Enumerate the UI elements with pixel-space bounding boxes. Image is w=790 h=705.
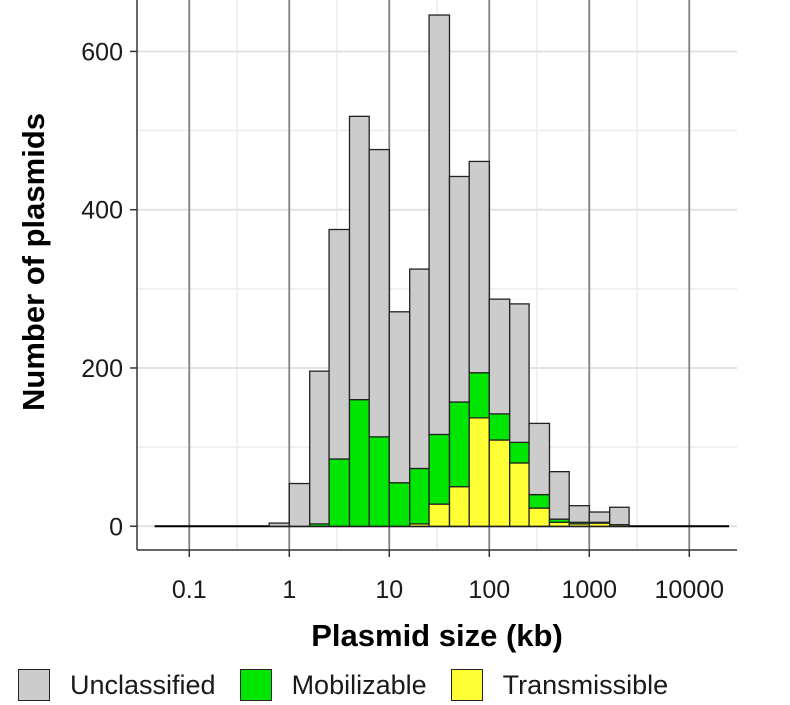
legend-key-unclassified <box>18 669 50 701</box>
y-tick-label: 0 <box>109 513 123 541</box>
x-tick-label: 10000 <box>655 576 725 604</box>
bar-mobilizable <box>328 458 351 527</box>
bar-unclassified <box>448 175 470 403</box>
bar-transmissible <box>488 439 511 527</box>
bar-mobilizable <box>388 482 411 527</box>
bar-transmissible <box>468 417 490 527</box>
y-tick-label: 600 <box>81 38 123 66</box>
legend-label-mobilizable: Mobilizable <box>291 669 427 700</box>
grid-layer <box>137 0 737 550</box>
legend-label-transmissible: Transmissible <box>502 669 669 700</box>
plasmid-size-histogram: 0 200 400 600 0.1 1 10 100 1000 10000 Plasmid siz… <box>16 0 737 653</box>
bar-unclassified <box>368 148 390 438</box>
x-tick-label: 1000 <box>561 576 617 604</box>
x-tick-label: 0.1 <box>172 576 207 604</box>
bar-transmissible <box>509 462 530 527</box>
bar-mobilizable <box>448 401 470 488</box>
bar-unclassified <box>428 14 451 436</box>
bar-unclassified <box>609 506 630 526</box>
bar-unclassified <box>488 298 511 415</box>
bar-unclassified <box>328 228 351 460</box>
x-tick-label: 1 <box>282 576 296 604</box>
bar-mobilizable <box>468 372 490 419</box>
bar-mobilizable <box>348 398 370 527</box>
bar-unclassified <box>409 268 430 470</box>
bars-layer <box>154 14 730 528</box>
legend-label-unclassified: Unclassified <box>70 669 216 700</box>
y-axis-title: Number of plasmids <box>16 113 51 411</box>
bar-unclassified <box>268 522 290 527</box>
y-tick-label: 400 <box>81 197 123 225</box>
bar-unclassified <box>388 311 411 484</box>
bar-unclassified <box>528 422 551 496</box>
bar-unclassified <box>588 511 611 523</box>
bar-unclassified <box>288 482 311 527</box>
legend-item-mobilizable: Mobilizable <box>239 669 427 701</box>
legend: Unclassified Mobilizable Transmissible <box>0 665 790 705</box>
y-tick-label: 200 <box>81 355 123 383</box>
bar-mobilizable <box>368 436 390 527</box>
legend-key-transmissible <box>450 669 483 701</box>
bar-unclassified <box>509 303 530 444</box>
bar-unclassified <box>309 370 330 525</box>
bar-unclassified <box>568 505 590 523</box>
bar-unclassified <box>548 471 570 520</box>
x-tick-label: 10 <box>375 576 403 604</box>
bar-transmissible <box>448 486 470 527</box>
axis-layer: 0 200 400 600 0.1 1 10 100 1000 10000 <box>81 0 737 604</box>
bar-mobilizable <box>488 413 511 441</box>
bar-mobilizable <box>428 433 451 505</box>
bar-unclassified <box>348 115 370 401</box>
x-tick-label: 100 <box>468 576 510 604</box>
legend-item-unclassified: Unclassified <box>18 669 216 701</box>
x-axis-title: Plasmid size (kb) <box>311 618 563 653</box>
bar-transmissible <box>528 507 551 527</box>
bar-unclassified <box>468 160 490 374</box>
legend-item-transmissible: Transmissible <box>450 669 669 701</box>
bar-transmissible <box>428 503 451 527</box>
bar-mobilizable <box>409 467 430 525</box>
legend-key-mobilizable <box>239 669 272 701</box>
bar-mobilizable <box>528 493 551 509</box>
bar-mobilizable <box>509 441 530 464</box>
